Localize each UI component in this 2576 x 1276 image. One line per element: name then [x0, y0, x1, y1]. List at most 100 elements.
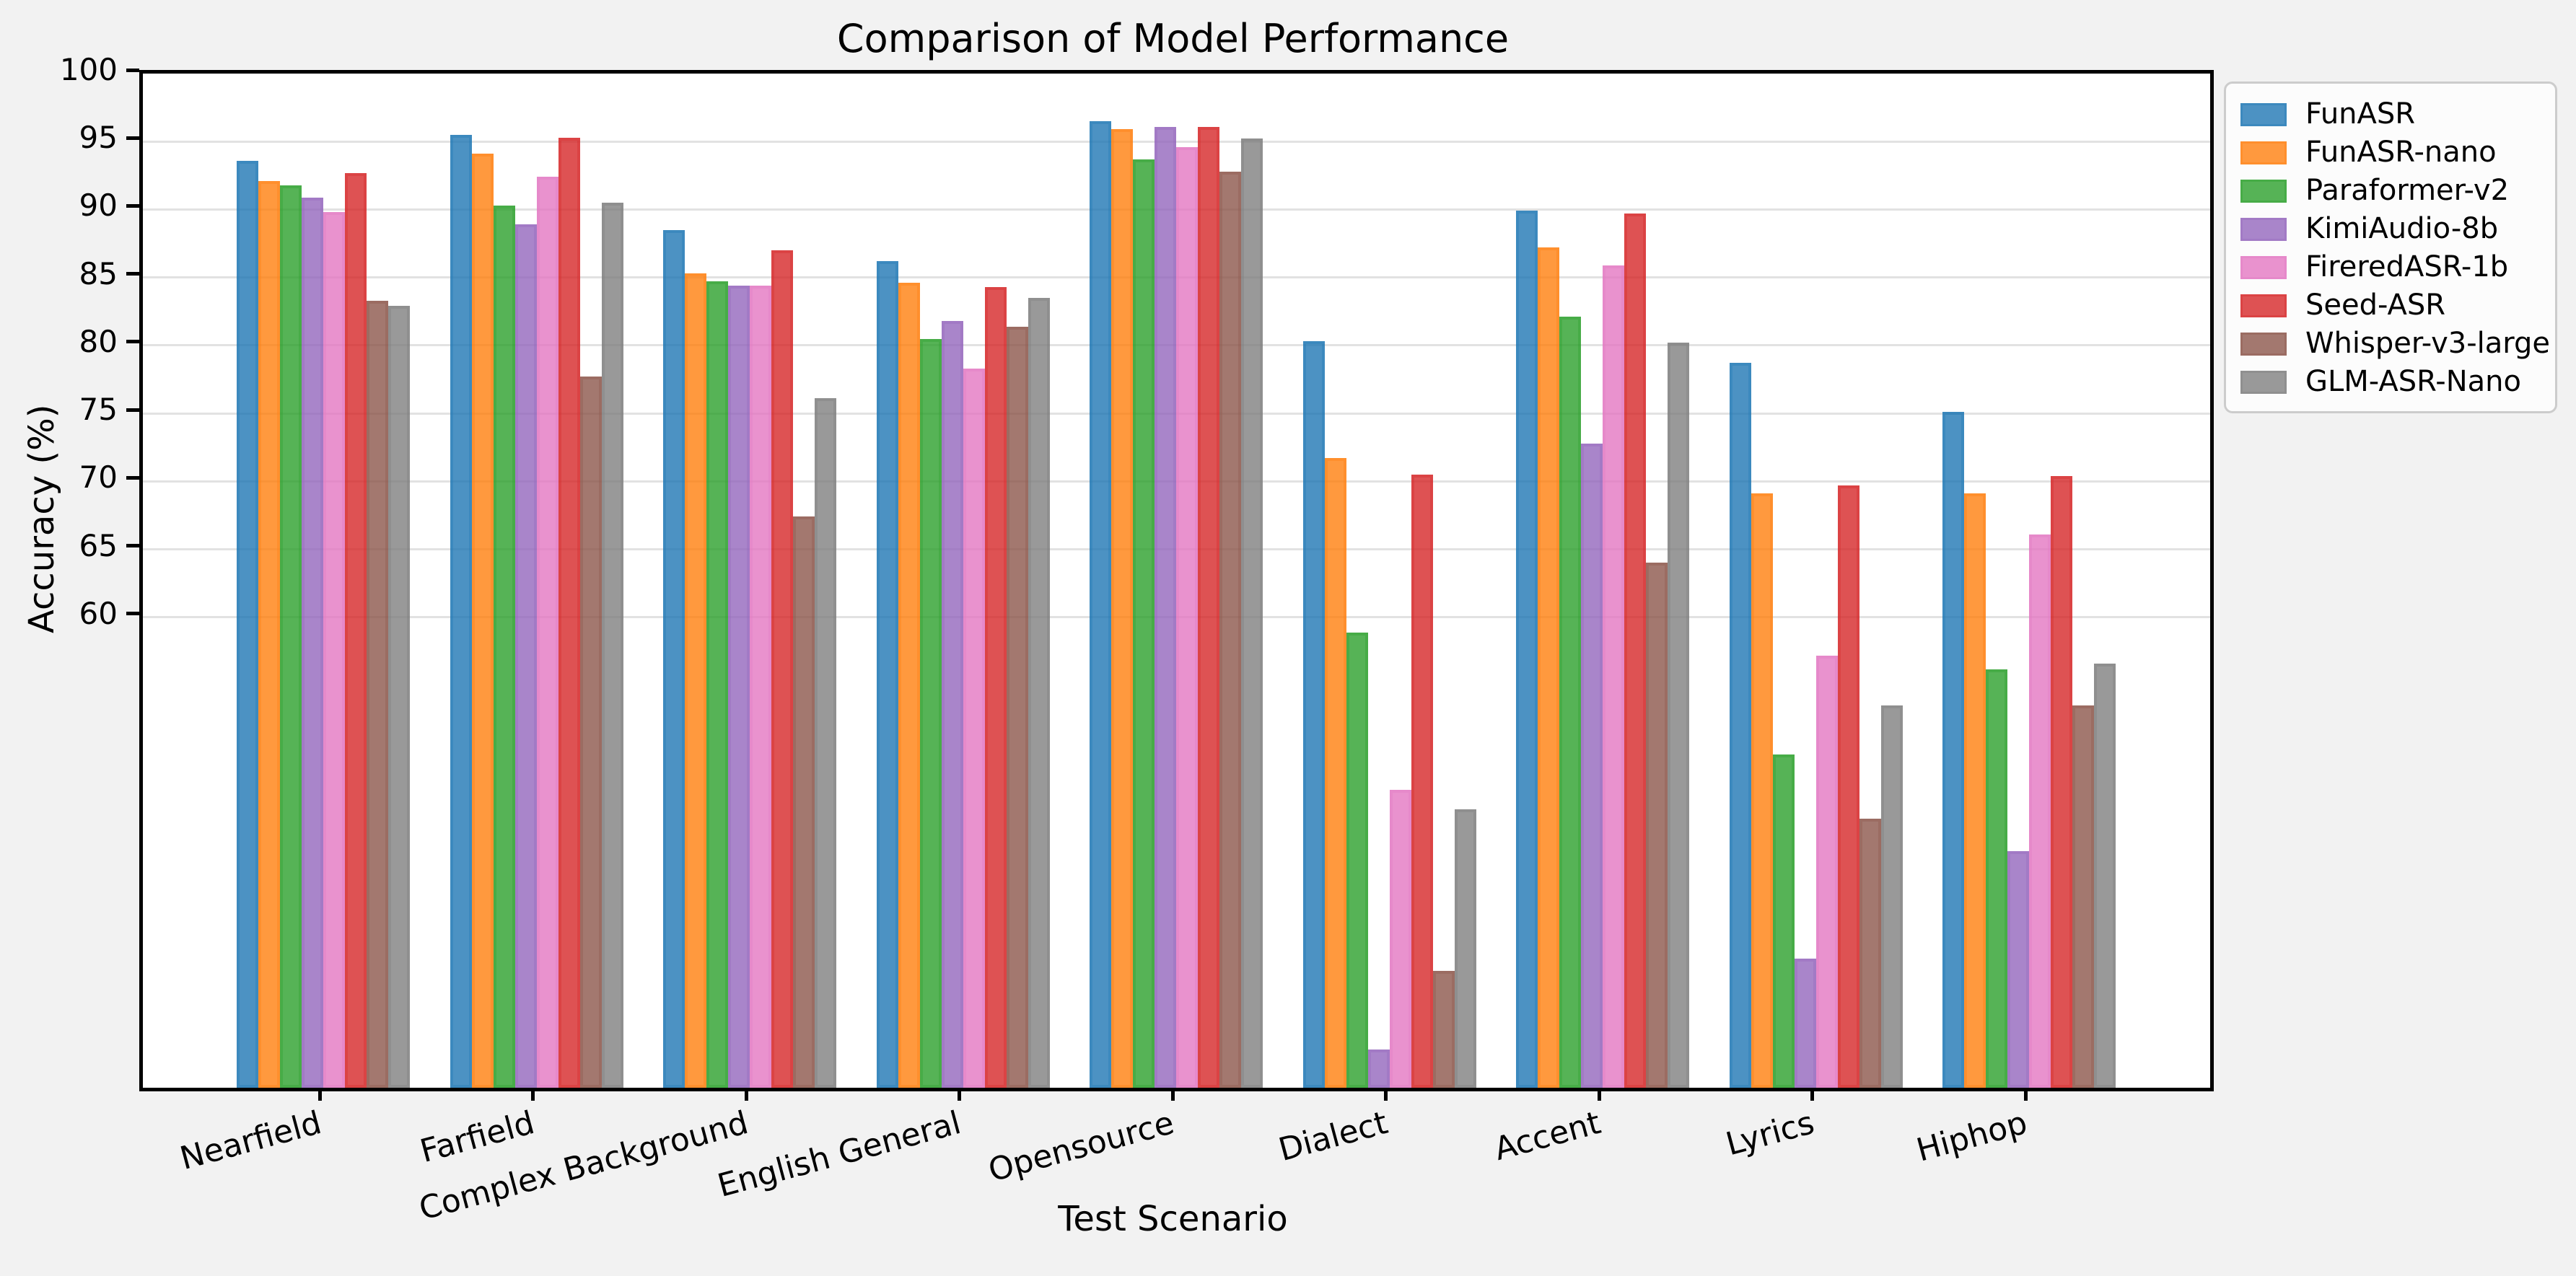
y-tick-mark-85 — [126, 272, 139, 276]
bar-FireredASR-1b-English General — [963, 368, 985, 1088]
y-tick-label-80: 80 — [79, 323, 118, 359]
legend: FunASR FunASR-nano Paraformer-v2 KimiAudio-… — [2224, 82, 2557, 413]
legend-label-Whisper-v3-large: Whisper-v3-large — [2305, 327, 2551, 360]
bar-Seed-ASR-Nearfield — [345, 172, 367, 1088]
bar-Whisper-v3-large-Opensource — [1219, 171, 1241, 1088]
bar-Paraformer-v2-English General — [919, 338, 942, 1088]
bar-FunASR-nano-Complex Background — [685, 273, 706, 1088]
y-tick-mark-90 — [126, 203, 139, 208]
y-tick-label-100: 100 — [59, 52, 118, 87]
bar-Whisper-v3-large-Lyrics — [1859, 818, 1881, 1088]
bar-KimiAudio-8b-Lyrics — [1794, 958, 1816, 1088]
bar-Paraformer-v2-Accent — [1559, 317, 1581, 1088]
x-tick-mark-Farfield — [531, 1088, 535, 1101]
bar-Whisper-v3-large-Complex Background — [793, 516, 815, 1088]
bar-KimiAudio-8b-Complex Background — [728, 286, 750, 1088]
y-tick-mark-95 — [126, 136, 139, 140]
legend-item-Whisper-v3-large: Whisper-v3-large — [2240, 325, 2550, 363]
x-tick-mark-Dialect — [1384, 1088, 1388, 1101]
plot-area — [139, 70, 2214, 1091]
bar-FunASR-nano-Hiphop — [1964, 493, 1986, 1088]
bar-Whisper-v3-large-Farfield — [579, 377, 602, 1088]
legend-swatch-Whisper-v3-large — [2240, 332, 2287, 356]
bar-FunASR-Lyrics — [1729, 363, 1751, 1088]
bar-KimiAudio-8b-Dialect — [1367, 1050, 1390, 1088]
y-tick-label-85: 85 — [79, 255, 118, 291]
bar-KimiAudio-8b-Accent — [1581, 443, 1603, 1088]
bar-Paraformer-v2-Dialect — [1346, 632, 1368, 1088]
bar-FireredASR-1b-Dialect — [1389, 790, 1411, 1088]
bar-Whisper-v3-large-Accent — [1646, 563, 1668, 1088]
bar-Seed-ASR-Dialect — [1411, 474, 1433, 1088]
legend-swatch-Seed-ASR — [2240, 294, 2287, 317]
y-tick-label-95: 95 — [79, 120, 118, 156]
x-tick-label-Hiphop: Hiphop — [1912, 1104, 2031, 1169]
legend-swatch-FunASR-nano — [2240, 141, 2287, 164]
y-tick-label-90: 90 — [79, 188, 118, 224]
bar-KimiAudio-8b-English General — [941, 321, 963, 1088]
legend-label-FunASR-nano: FunASR-nano — [2305, 136, 2497, 169]
bar-FunASR-nano-Accent — [1538, 247, 1559, 1088]
x-tick-mark-English General — [958, 1088, 961, 1101]
x-tick-label-English General: English General — [714, 1104, 965, 1205]
bar-Seed-ASR-Accent — [1624, 214, 1646, 1088]
y-axis-label: Accuracy (%) — [22, 404, 62, 633]
bar-FunASR-Hiphop — [1942, 412, 1964, 1088]
bar-Whisper-v3-large-Hiphop — [2072, 705, 2094, 1088]
bar-Seed-ASR-Lyrics — [1837, 485, 1859, 1088]
bar-Whisper-v3-large-English General — [1006, 326, 1028, 1088]
legend-item-FunASR: FunASR — [2240, 95, 2541, 133]
x-tick-label-Accent: Accent — [1490, 1104, 1605, 1169]
y-tick-mark-100 — [126, 68, 139, 72]
y-tick-mark-75 — [126, 408, 139, 412]
bar-KimiAudio-8b-Opensource — [1155, 126, 1176, 1088]
bar-FireredASR-1b-Hiphop — [2029, 534, 2051, 1088]
bar-FunASR-nano-Farfield — [471, 154, 494, 1088]
y-tick-mark-65 — [126, 544, 139, 548]
bar-KimiAudio-8b-Hiphop — [2007, 851, 2029, 1088]
legend-swatch-Paraformer-v2 — [2240, 179, 2287, 203]
legend-item-FunASR-nano: FunASR-nano — [2240, 133, 2541, 172]
bar-FunASR-Dialect — [1302, 341, 1325, 1088]
bar-Whisper-v3-large-Dialect — [1432, 970, 1455, 1088]
x-tick-mark-Nearfield — [317, 1088, 322, 1101]
bar-GLM-ASR-Nano-English General — [1028, 297, 1050, 1088]
bar-FireredASR-1b-Farfield — [536, 177, 558, 1088]
legend-item-Seed-ASR: Seed-ASR — [2240, 286, 2541, 325]
x-tick-label-Dialect: Dialect — [1274, 1104, 1392, 1169]
y-tick-label-60: 60 — [79, 595, 118, 631]
bar-Seed-ASR-Farfield — [558, 137, 580, 1088]
bar-FunASR-Nearfield — [237, 160, 258, 1088]
x-tick-mark-Complex Background — [744, 1088, 748, 1101]
legend-item-GLM-ASR-Nano: GLM-ASR-Nano — [2240, 363, 2541, 401]
legend-item-Paraformer-v2: Paraformer-v2 — [2240, 172, 2541, 210]
bar-GLM-ASR-Nano-Accent — [1668, 343, 1689, 1088]
bar-Paraformer-v2-Hiphop — [1986, 669, 2007, 1088]
bar-Seed-ASR-Complex Background — [771, 250, 793, 1088]
legend-label-FunASR: FunASR — [2305, 97, 2416, 131]
bar-GLM-ASR-Nano-Lyrics — [1880, 705, 1903, 1088]
legend-swatch-FireredASR-1b — [2240, 255, 2287, 279]
y-tick-mark-70 — [126, 475, 139, 480]
x-tick-label-Lyrics: Lyrics — [1722, 1104, 1818, 1163]
x-tick-mark-Hiphop — [2023, 1088, 2028, 1101]
bar-GLM-ASR-Nano-Opensource — [1241, 138, 1263, 1088]
bar-Paraformer-v2-Farfield — [493, 205, 515, 1088]
bar-KimiAudio-8b-Farfield — [514, 224, 537, 1088]
bar-FunASR-nano-Lyrics — [1751, 493, 1773, 1088]
legend-swatch-KimiAudio-8b — [2240, 217, 2287, 241]
y-tick-label-70: 70 — [79, 459, 118, 496]
bar-Paraformer-v2-Opensource — [1133, 159, 1155, 1088]
legend-label-GLM-ASR-Nano: GLM-ASR-Nano — [2305, 365, 2521, 398]
bar-Seed-ASR-English General — [984, 286, 1007, 1088]
bar-FireredASR-1b-Nearfield — [323, 212, 345, 1088]
y-tick-label-65: 65 — [79, 527, 118, 563]
bar-FireredASR-1b-Accent — [1603, 265, 1624, 1088]
bar-FunASR-nano-English General — [898, 283, 920, 1088]
legend-item-FireredASR-1b: FireredASR-1b — [2240, 248, 2541, 286]
legend-swatch-GLM-ASR-Nano — [2240, 370, 2287, 394]
bar-GLM-ASR-Nano-Complex Background — [815, 398, 836, 1088]
x-tick-label-Nearfield: Nearfield — [176, 1104, 325, 1178]
legend-label-Seed-ASR: Seed-ASR — [2305, 289, 2446, 322]
